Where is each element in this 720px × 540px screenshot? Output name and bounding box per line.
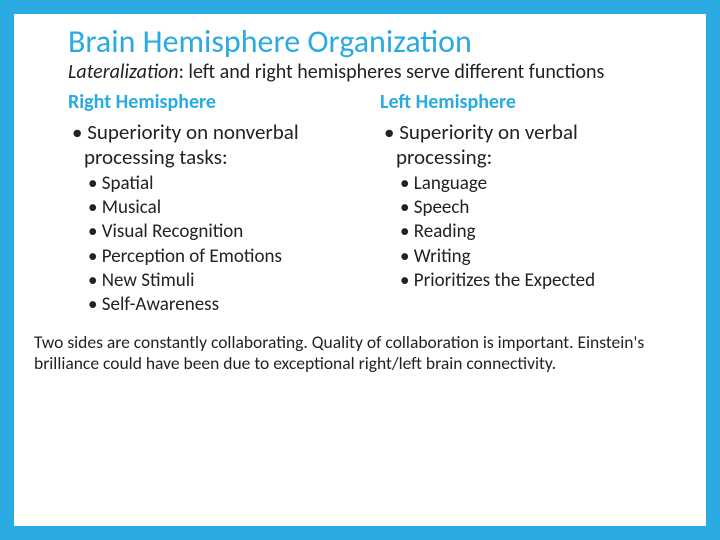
slide-container: Brain Hemisphere Organization Lateraliza… [0,0,720,540]
definition-text: : left and right hemispheres serve diffe… [179,60,605,84]
list-item: Writing [398,245,672,269]
right-col-head: Right Hemisphere [68,90,360,114]
definition-line: Lateralization: left and right hemispher… [68,61,672,84]
left-hemisphere-column: Left Hemisphere Superiority on verbal pr… [380,88,672,317]
list-item: Visual Recognition [86,220,360,244]
footer-text: Two sides are constantly collaborating. … [34,332,672,374]
list-item: Perception of Emotions [86,245,360,269]
list-item: Reading [398,220,672,244]
list-item: Spatial [86,172,360,196]
list-item: Self-Awareness [86,293,360,317]
left-col-head: Left Hemisphere [380,90,672,114]
columns-wrap: Right Hemisphere Superiority on nonverba… [68,88,672,317]
list-item: New Stimuli [86,269,360,293]
list-item: Musical [86,196,360,220]
right-sub-list: Spatial Musical Visual Recognition Perce… [86,172,360,318]
right-main-bullet: Superiority on nonverbal processing task… [68,120,360,170]
definition-term: Lateralization [68,60,179,84]
list-item: Language [398,172,672,196]
list-item: Prioritizes the Expected [398,269,672,293]
right-hemisphere-column: Right Hemisphere Superiority on nonverba… [68,88,360,317]
slide-title: Brain Hemisphere Organization [68,24,672,59]
left-main-bullet: Superiority on verbal processing: [380,120,672,170]
list-item: Speech [398,196,672,220]
left-sub-list: Language Speech Reading Writing Prioriti… [398,172,672,294]
